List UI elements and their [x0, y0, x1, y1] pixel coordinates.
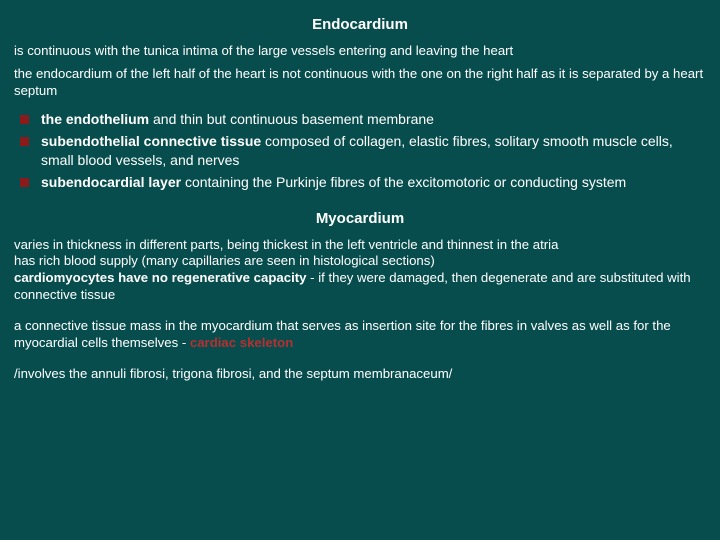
bullet-icon: [20, 178, 29, 187]
section1-list: the endothelium and thin but continuous …: [20, 110, 706, 192]
list-item-bold: subendothelial connective tissue: [41, 133, 261, 149]
section1-title: Endocardium: [14, 16, 706, 33]
list-item-text: subendocardial layer containing the Purk…: [41, 173, 626, 191]
section2-p1-line3-bold: cardiomyocytes have no regenerative capa…: [14, 270, 306, 285]
bullet-icon: [20, 115, 29, 124]
section2-para3: /involves the annuli fibrosi, trigona fi…: [14, 366, 706, 383]
list-item: the endothelium and thin but continuous …: [20, 110, 706, 128]
list-item-text: subendothelial connective tissue compose…: [41, 132, 706, 169]
bullet-icon: [20, 137, 29, 146]
slide: Endocardium is continuous with the tunic…: [0, 0, 720, 540]
list-item-rest: containing the Purkinje fibres of the ex…: [181, 174, 626, 190]
section2-title: Myocardium: [14, 210, 706, 227]
list-item-rest: and thin but continuous basement membran…: [149, 111, 434, 127]
section1-para1: is continuous with the tunica intima of …: [14, 43, 706, 60]
section2-p1-line1: varies in thickness in different parts, …: [14, 237, 558, 252]
section2-p1-line2: has rich blood supply (many capillaries …: [14, 253, 435, 268]
list-item-bold: the endothelium: [41, 111, 149, 127]
section2-p2-accent: cardiac skeleton: [190, 335, 293, 350]
list-item-bold: subendocardial layer: [41, 174, 181, 190]
list-item: subendocardial layer containing the Purk…: [20, 173, 706, 191]
section2-para1: varies in thickness in different parts, …: [14, 237, 706, 305]
list-item: subendothelial connective tissue compose…: [20, 132, 706, 169]
section2-para2: a connective tissue mass in the myocardi…: [14, 318, 706, 352]
section2-p2-lead: a connective tissue mass in the myocardi…: [14, 318, 671, 350]
list-item-text: the endothelium and thin but continuous …: [41, 110, 434, 128]
section1-para2: the endocardium of the left half of the …: [14, 66, 706, 100]
